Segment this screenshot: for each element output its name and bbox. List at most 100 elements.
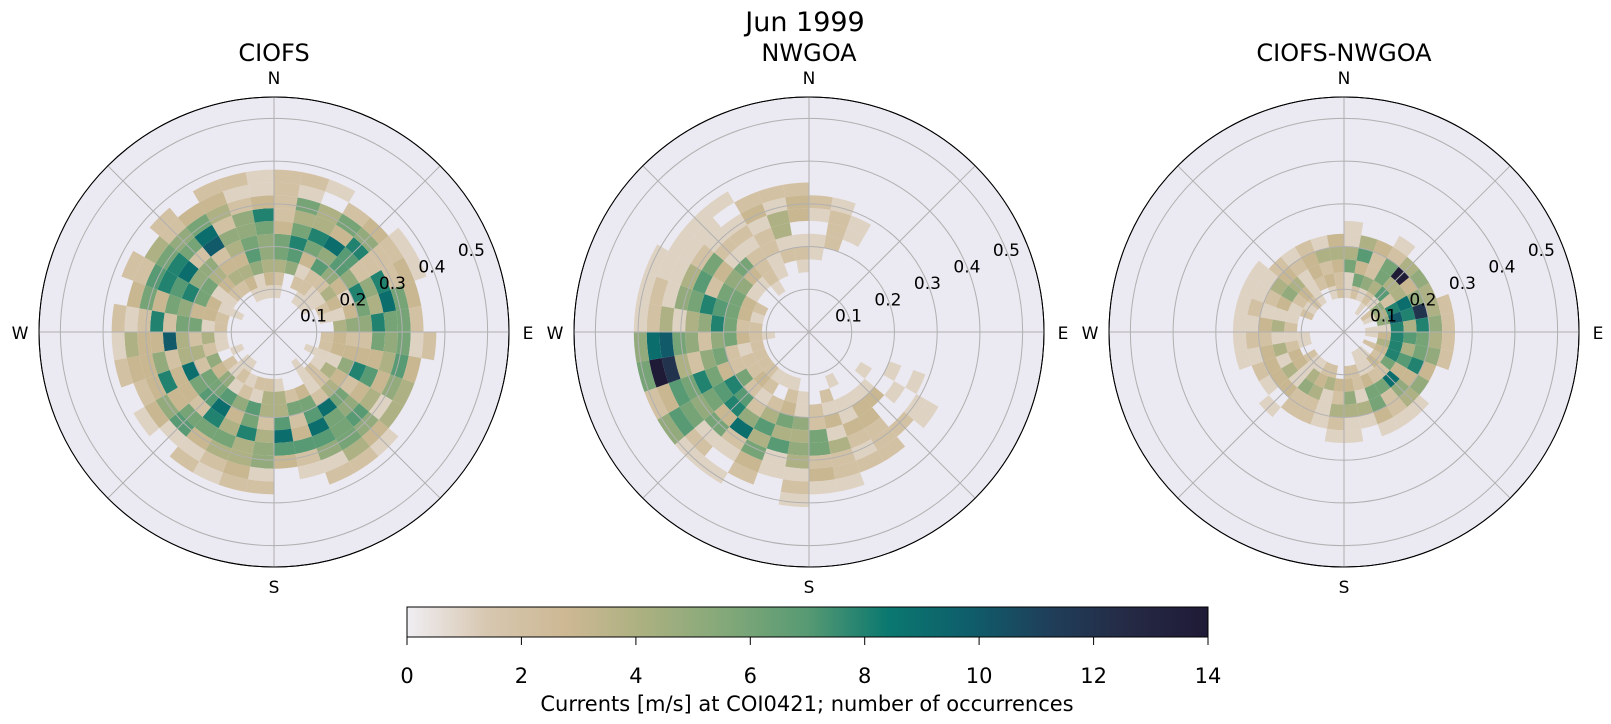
histogram-bin xyxy=(913,400,939,429)
radial-tick-label: 0.2 xyxy=(1409,290,1436,310)
histogram-bin xyxy=(1329,403,1344,418)
histogram-bin xyxy=(766,436,790,455)
histogram-bin xyxy=(1247,346,1264,366)
colorbar-tick-label: 8 xyxy=(858,664,871,688)
histogram-bin xyxy=(855,450,884,473)
histogram-bin xyxy=(633,332,650,363)
histogram-bin xyxy=(274,403,289,418)
radial-tick-label: 0.1 xyxy=(1370,307,1397,327)
histogram-bin xyxy=(286,400,304,417)
histogram-bin xyxy=(794,403,809,418)
histogram-bin xyxy=(791,416,809,431)
histogram-bin xyxy=(1305,368,1321,384)
histogram-bin xyxy=(1285,311,1300,324)
dir-label-s: S xyxy=(804,578,815,598)
histogram-bin xyxy=(1399,277,1419,296)
histogram-bin xyxy=(1349,364,1361,379)
histogram-bin xyxy=(329,417,354,440)
histogram-bin xyxy=(750,311,765,324)
histogram-bin xyxy=(288,235,308,252)
histogram-bin xyxy=(1258,374,1279,396)
histogram-bin xyxy=(299,172,330,192)
histogram-bin xyxy=(1358,235,1378,252)
histogram-bin xyxy=(1367,368,1383,384)
histogram-bin xyxy=(784,388,799,404)
histogram-bin xyxy=(1402,319,1417,332)
histogram-bin xyxy=(227,197,253,216)
dir-label-w: W xyxy=(547,324,564,344)
histogram-bin xyxy=(1280,397,1302,418)
histogram-bin xyxy=(370,270,391,295)
histogram-bin xyxy=(1319,388,1334,404)
histogram-bin xyxy=(227,269,245,287)
histogram-bin xyxy=(1356,400,1374,417)
histogram-bin xyxy=(668,406,695,437)
histogram-bin xyxy=(1285,340,1300,353)
histogram-bin xyxy=(1333,272,1344,286)
histogram-bin xyxy=(169,365,189,388)
polar-panel-ciofs: CIOFS N E S W 0.1 0.2 0.3 0.4 0.5 xyxy=(12,39,534,598)
histogram-bin xyxy=(284,388,299,404)
histogram-bin xyxy=(1292,293,1308,309)
histogram-bin xyxy=(809,403,824,418)
histogram-bin xyxy=(274,208,296,223)
histogram-bin xyxy=(227,448,253,467)
histogram-bin xyxy=(294,263,311,281)
histogram-bin xyxy=(235,280,251,296)
histogram-bin xyxy=(1344,428,1364,444)
histogram-bin xyxy=(770,280,786,296)
histogram-bin xyxy=(1297,337,1312,349)
histogram-bin xyxy=(809,466,835,482)
colorbar-tick-label: 14 xyxy=(1195,664,1222,688)
histogram-bin xyxy=(723,332,738,347)
histogram-bin xyxy=(291,222,312,240)
histogram-bin xyxy=(291,358,305,373)
histogram-bin xyxy=(762,197,788,216)
panel-title: CIOFS-NWGOA xyxy=(1256,39,1432,67)
histogram-bin xyxy=(244,275,258,292)
histogram-bin xyxy=(1289,387,1308,407)
histogram-bin xyxy=(403,250,427,281)
histogram-bin xyxy=(851,397,873,418)
dir-label-e: E xyxy=(1593,324,1604,344)
histogram-bin xyxy=(370,369,391,394)
polar-outline xyxy=(573,96,1045,568)
histogram-bin xyxy=(704,365,724,388)
histogram-bin xyxy=(770,368,786,384)
polar-outline xyxy=(1108,96,1580,568)
histogram-bin xyxy=(1399,368,1419,387)
histogram-bin xyxy=(199,450,228,473)
polar-grid xyxy=(574,97,1044,567)
histogram-bin xyxy=(248,466,274,482)
histogram-bin xyxy=(392,378,415,407)
histogram-bin xyxy=(828,436,852,455)
histogram-bin xyxy=(734,191,763,214)
histogram-bin xyxy=(679,235,705,264)
histogram-bin xyxy=(348,446,379,473)
histogram-bin xyxy=(211,285,229,303)
histogram-bin xyxy=(133,406,160,437)
histogram-bin xyxy=(284,260,299,276)
histogram-bin xyxy=(114,357,134,388)
polar-panel-nwgoa: NWGOA N E S W 0.1 0.2 0.3 0.4 0.5 xyxy=(547,39,1069,598)
histogram-bin xyxy=(1362,339,1377,350)
histogram-bin xyxy=(359,252,382,277)
histogram-bin xyxy=(274,195,298,210)
histogram-bin xyxy=(1373,269,1391,287)
histogram-bin xyxy=(314,348,331,362)
histogram-bin xyxy=(1297,377,1315,395)
histogram-bin xyxy=(1292,355,1308,371)
histogram-bin xyxy=(745,246,767,267)
histogram-bin xyxy=(1355,361,1368,377)
radial-tick-label: 0.2 xyxy=(874,290,901,310)
histogram-bin xyxy=(320,450,349,473)
histogram-bin xyxy=(383,332,398,354)
histogram-bin xyxy=(1320,361,1333,377)
colorbar-tick: 10 xyxy=(966,637,992,688)
histogram-bin xyxy=(1377,323,1391,332)
histogram-bin xyxy=(1428,314,1443,332)
histogram-bin xyxy=(659,332,675,358)
histogram-bin xyxy=(311,428,336,449)
histogram-bin xyxy=(250,195,274,210)
